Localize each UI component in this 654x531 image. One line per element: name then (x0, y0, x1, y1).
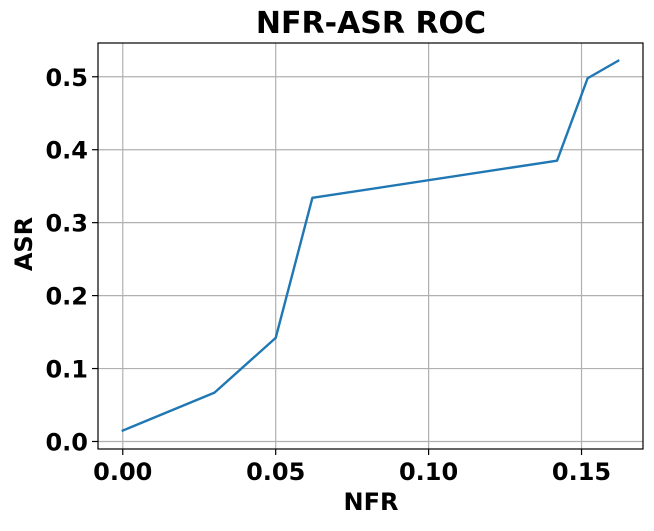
x-tick-label: 0.15 (552, 458, 611, 486)
y-tick-label: 0.4 (45, 137, 88, 165)
plot-frame (97, 42, 644, 450)
x-tick-label: 0.00 (93, 458, 152, 486)
y-tick-label: 0.2 (45, 283, 88, 311)
grid-layer (98, 43, 643, 449)
x-tick-label: 0.05 (246, 458, 305, 486)
y-tick-label: 0.5 (45, 64, 88, 92)
tick-layer: 0.00 0.05 0.10 0.15 0.0 0.1 0.2 0.3 0.4 0.5 (45, 64, 611, 486)
y-tick-label: 0.3 (45, 210, 88, 238)
y-axis-label: ASR (10, 217, 38, 271)
y-tick-label: 0.1 (45, 356, 88, 384)
x-axis-label: NFR (344, 488, 399, 516)
x-tick-label: 0.10 (399, 458, 458, 486)
series-layer (121, 59, 620, 433)
chart-title: NFR-ASR ROC (256, 6, 486, 41)
series-line-0 (121, 59, 620, 433)
y-tick-label: 0.0 (45, 428, 88, 456)
